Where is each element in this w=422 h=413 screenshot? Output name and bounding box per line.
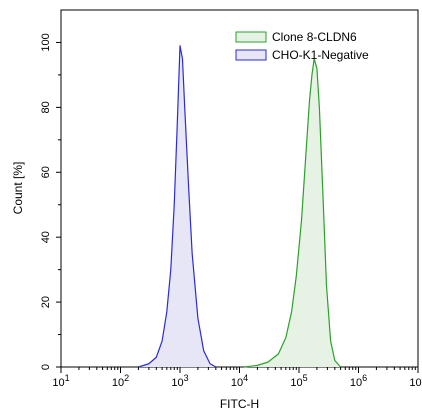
y-tick-label: 0 <box>40 364 52 370</box>
series-area-clone-8-cldn6 <box>244 58 341 368</box>
x-tick-label: 103 <box>171 373 188 389</box>
y-tick-label: 40 <box>40 231 52 243</box>
legend: Clone 8-CLDN6 CHO-K1-Negative <box>235 30 369 62</box>
x-axis: 101 102 103 104 105 106 107 <box>52 367 422 389</box>
series-layer <box>138 45 342 368</box>
series-line-cho-k1-negative <box>138 45 217 368</box>
x-tick-label: 106 <box>350 373 367 389</box>
y-tick-label: 80 <box>40 101 52 113</box>
x-tick-label: 107 <box>409 373 422 389</box>
x-tick-label: 105 <box>290 373 307 389</box>
y-tick-label: 20 <box>40 296 52 308</box>
legend-swatch-cho-k1-negative <box>235 49 267 61</box>
y-axis: 0 20 40 60 80 100 <box>40 33 61 370</box>
legend-label-clone-8-cldn6: Clone 8-CLDN6 <box>272 30 357 44</box>
x-tick-label: 104 <box>231 373 248 389</box>
legend-label-cho-k1-negative: CHO-K1-Negative <box>272 48 369 62</box>
x-tick-label: 102 <box>112 373 129 389</box>
x-tick-label: 101 <box>52 373 69 389</box>
plot-area <box>60 9 419 368</box>
series-line-clone-8-cldn6 <box>244 58 342 368</box>
series-area-cho-k1-negative <box>138 45 216 367</box>
x-axis-title: FITC-H <box>220 397 259 411</box>
y-tick-label: 60 <box>40 166 52 178</box>
legend-swatch-clone-8-cldn6 <box>235 31 267 43</box>
y-axis-title: Count [%] <box>11 162 25 215</box>
y-tick-label: 100 <box>40 33 52 51</box>
